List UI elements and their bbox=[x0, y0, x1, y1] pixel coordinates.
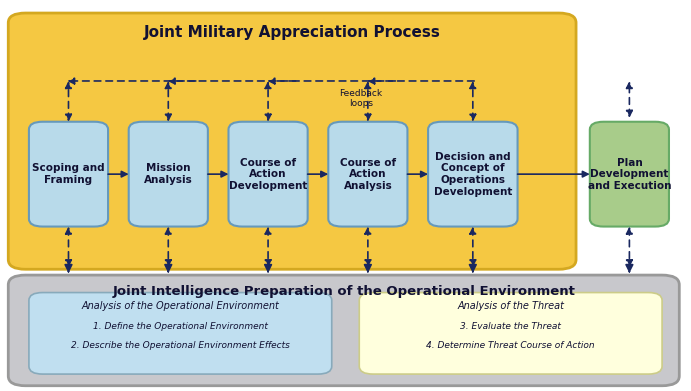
Text: Course of
Action
Analysis: Course of Action Analysis bbox=[340, 158, 396, 191]
FancyBboxPatch shape bbox=[29, 122, 108, 226]
Text: Decision and
Concept of
Operations
Development: Decision and Concept of Operations Devel… bbox=[434, 152, 512, 197]
Text: Analysis of the Operational Environment: Analysis of the Operational Environment bbox=[82, 301, 279, 311]
FancyBboxPatch shape bbox=[129, 122, 208, 226]
Text: Plan
Development
and Execution: Plan Development and Execution bbox=[587, 158, 671, 191]
Text: 1. Define the Operational Environment: 1. Define the Operational Environment bbox=[93, 322, 268, 331]
Text: Course of
Action
Development: Course of Action Development bbox=[229, 158, 307, 191]
FancyBboxPatch shape bbox=[590, 122, 669, 226]
FancyBboxPatch shape bbox=[29, 292, 332, 374]
FancyBboxPatch shape bbox=[428, 122, 518, 226]
FancyBboxPatch shape bbox=[328, 122, 408, 226]
Text: 3. Evaluate the Threat: 3. Evaluate the Threat bbox=[460, 322, 561, 331]
Text: 4. Determine Threat Course of Action: 4. Determine Threat Course of Action bbox=[426, 341, 595, 350]
FancyBboxPatch shape bbox=[229, 122, 307, 226]
Text: Analysis of the Threat: Analysis of the Threat bbox=[457, 301, 564, 311]
Text: Scoping and
Framing: Scoping and Framing bbox=[32, 163, 105, 185]
FancyBboxPatch shape bbox=[8, 275, 679, 386]
Text: Joint Intelligence Preparation of the Operational Environment: Joint Intelligence Preparation of the Op… bbox=[113, 285, 575, 298]
Text: Feedback
loops: Feedback loops bbox=[339, 89, 383, 108]
Text: 2. Describe the Operational Environment Effects: 2. Describe the Operational Environment … bbox=[71, 341, 290, 350]
Text: Mission
Analysis: Mission Analysis bbox=[144, 163, 193, 185]
FancyBboxPatch shape bbox=[8, 13, 576, 269]
FancyBboxPatch shape bbox=[359, 292, 662, 374]
Text: Joint Military Appreciation Process: Joint Military Appreciation Process bbox=[144, 25, 441, 39]
